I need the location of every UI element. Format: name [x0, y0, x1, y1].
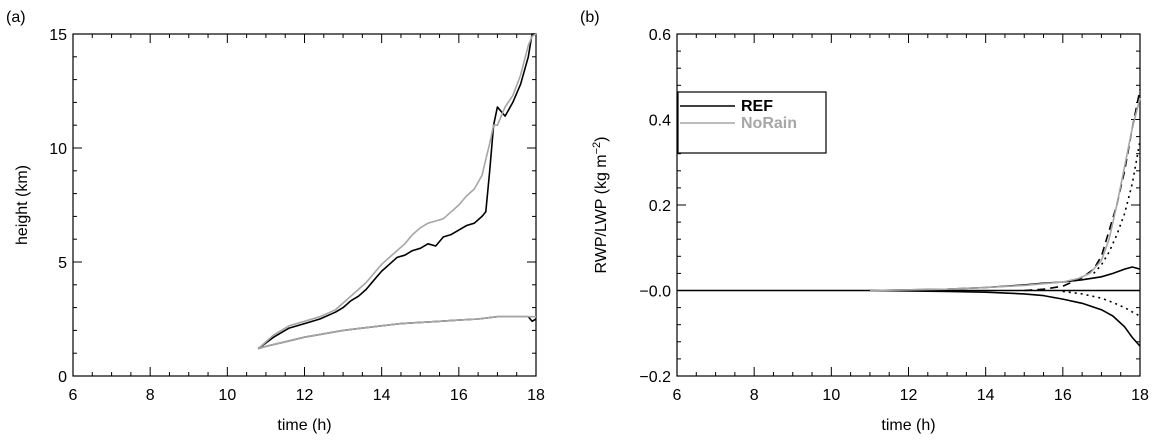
panel-a-xtick-label: 12 — [296, 387, 314, 404]
panel-a-series-0 — [257, 33, 536, 350]
panel-b-xtick-label: 14 — [977, 387, 995, 404]
panel-a-xtick-label: 16 — [450, 387, 468, 404]
panel-b-xtick-label: 18 — [1131, 387, 1149, 404]
panel-a-ticks — [72, 33, 537, 377]
panel-b-ticklabels: 6 8 10 12 14 16 18 −0.2 −0.0 0.2 0.4 0.6 — [639, 27, 1149, 404]
panel-a-xlabel: time (h) — [277, 417, 331, 434]
panel-b-label: (b) — [580, 9, 600, 26]
panel-b-series-3 — [1024, 89, 1141, 292]
panel-b-series-2 — [869, 289, 1141, 347]
panel-b-ylabel-main: RWP/LWP (kg m — [593, 154, 610, 273]
panel-b-xtick-label: 16 — [1054, 387, 1072, 404]
panel-a-xtick-label: 18 — [527, 387, 545, 404]
panel-a-xtick-label: 8 — [146, 387, 155, 404]
panel-b-ylabel-sup: −2 — [591, 142, 603, 155]
panel-a: (a) 6 8 10 12 14 16 18 0 5 10 15 time (h) height (… — [6, 9, 545, 434]
legend: REF NoRain — [677, 91, 827, 154]
panel-a-ytick-label: 15 — [49, 27, 67, 44]
panel-b-xtick-label: 6 — [673, 387, 682, 404]
panel-a-ylabel: height (km) — [14, 165, 31, 245]
panel-a-ticklabels: 6 8 10 12 14 16 18 0 5 10 15 — [49, 27, 545, 404]
legend-label-norain: NoRain — [741, 115, 797, 132]
panel-b-ticks — [676, 33, 1141, 377]
panel-b-xlabel: time (h) — [881, 417, 935, 434]
panel-a-lines — [257, 33, 537, 350]
panel-b-xtick-label: 10 — [822, 387, 840, 404]
panel-b-series-5 — [1062, 290, 1141, 317]
panel-a-plot-frame — [72, 33, 537, 377]
panel-b-series-6 — [869, 97, 1141, 292]
panel-a-ytick-label: 5 — [58, 255, 67, 272]
panel-b: (b) 6 8 10 12 14 16 18 −0.2 −0.0 0.2 0.4 0.6 REF No… — [580, 9, 1149, 434]
panel-a-label: (a) — [6, 9, 26, 26]
panel-b-ytick-label: 0.4 — [649, 113, 671, 130]
panel-a-ytick-label: 0 — [58, 369, 67, 386]
panel-b-lines — [677, 89, 1141, 347]
panel-a-series-3 — [257, 315, 536, 350]
panel-a-ytick-label: 10 — [49, 141, 67, 158]
panel-a-xtick-label: 14 — [373, 387, 391, 404]
panel-b-plot-frame — [676, 33, 1141, 377]
panel-b-ylabel: RWP/LWP (kg m−2) — [591, 137, 610, 274]
panel-b-ytick-label: 0.6 — [649, 27, 671, 44]
panel-b-xtick-label: 12 — [900, 387, 918, 404]
legend-label-ref: REF — [741, 98, 773, 115]
panel-b-ytick-label: 0.2 — [649, 198, 671, 215]
panel-a-xtick-label: 6 — [69, 387, 78, 404]
panel-b-ytick-label: −0.2 — [639, 369, 671, 386]
panel-b-ytick-label: −0.0 — [639, 284, 671, 301]
panel-b-ylabel-close: ) — [593, 137, 610, 142]
panel-a-xtick-label: 10 — [218, 387, 236, 404]
panel-b-xtick-label: 8 — [750, 387, 759, 404]
panel-a-series-2 — [257, 315, 537, 350]
panel-a-series-1 — [257, 33, 537, 350]
